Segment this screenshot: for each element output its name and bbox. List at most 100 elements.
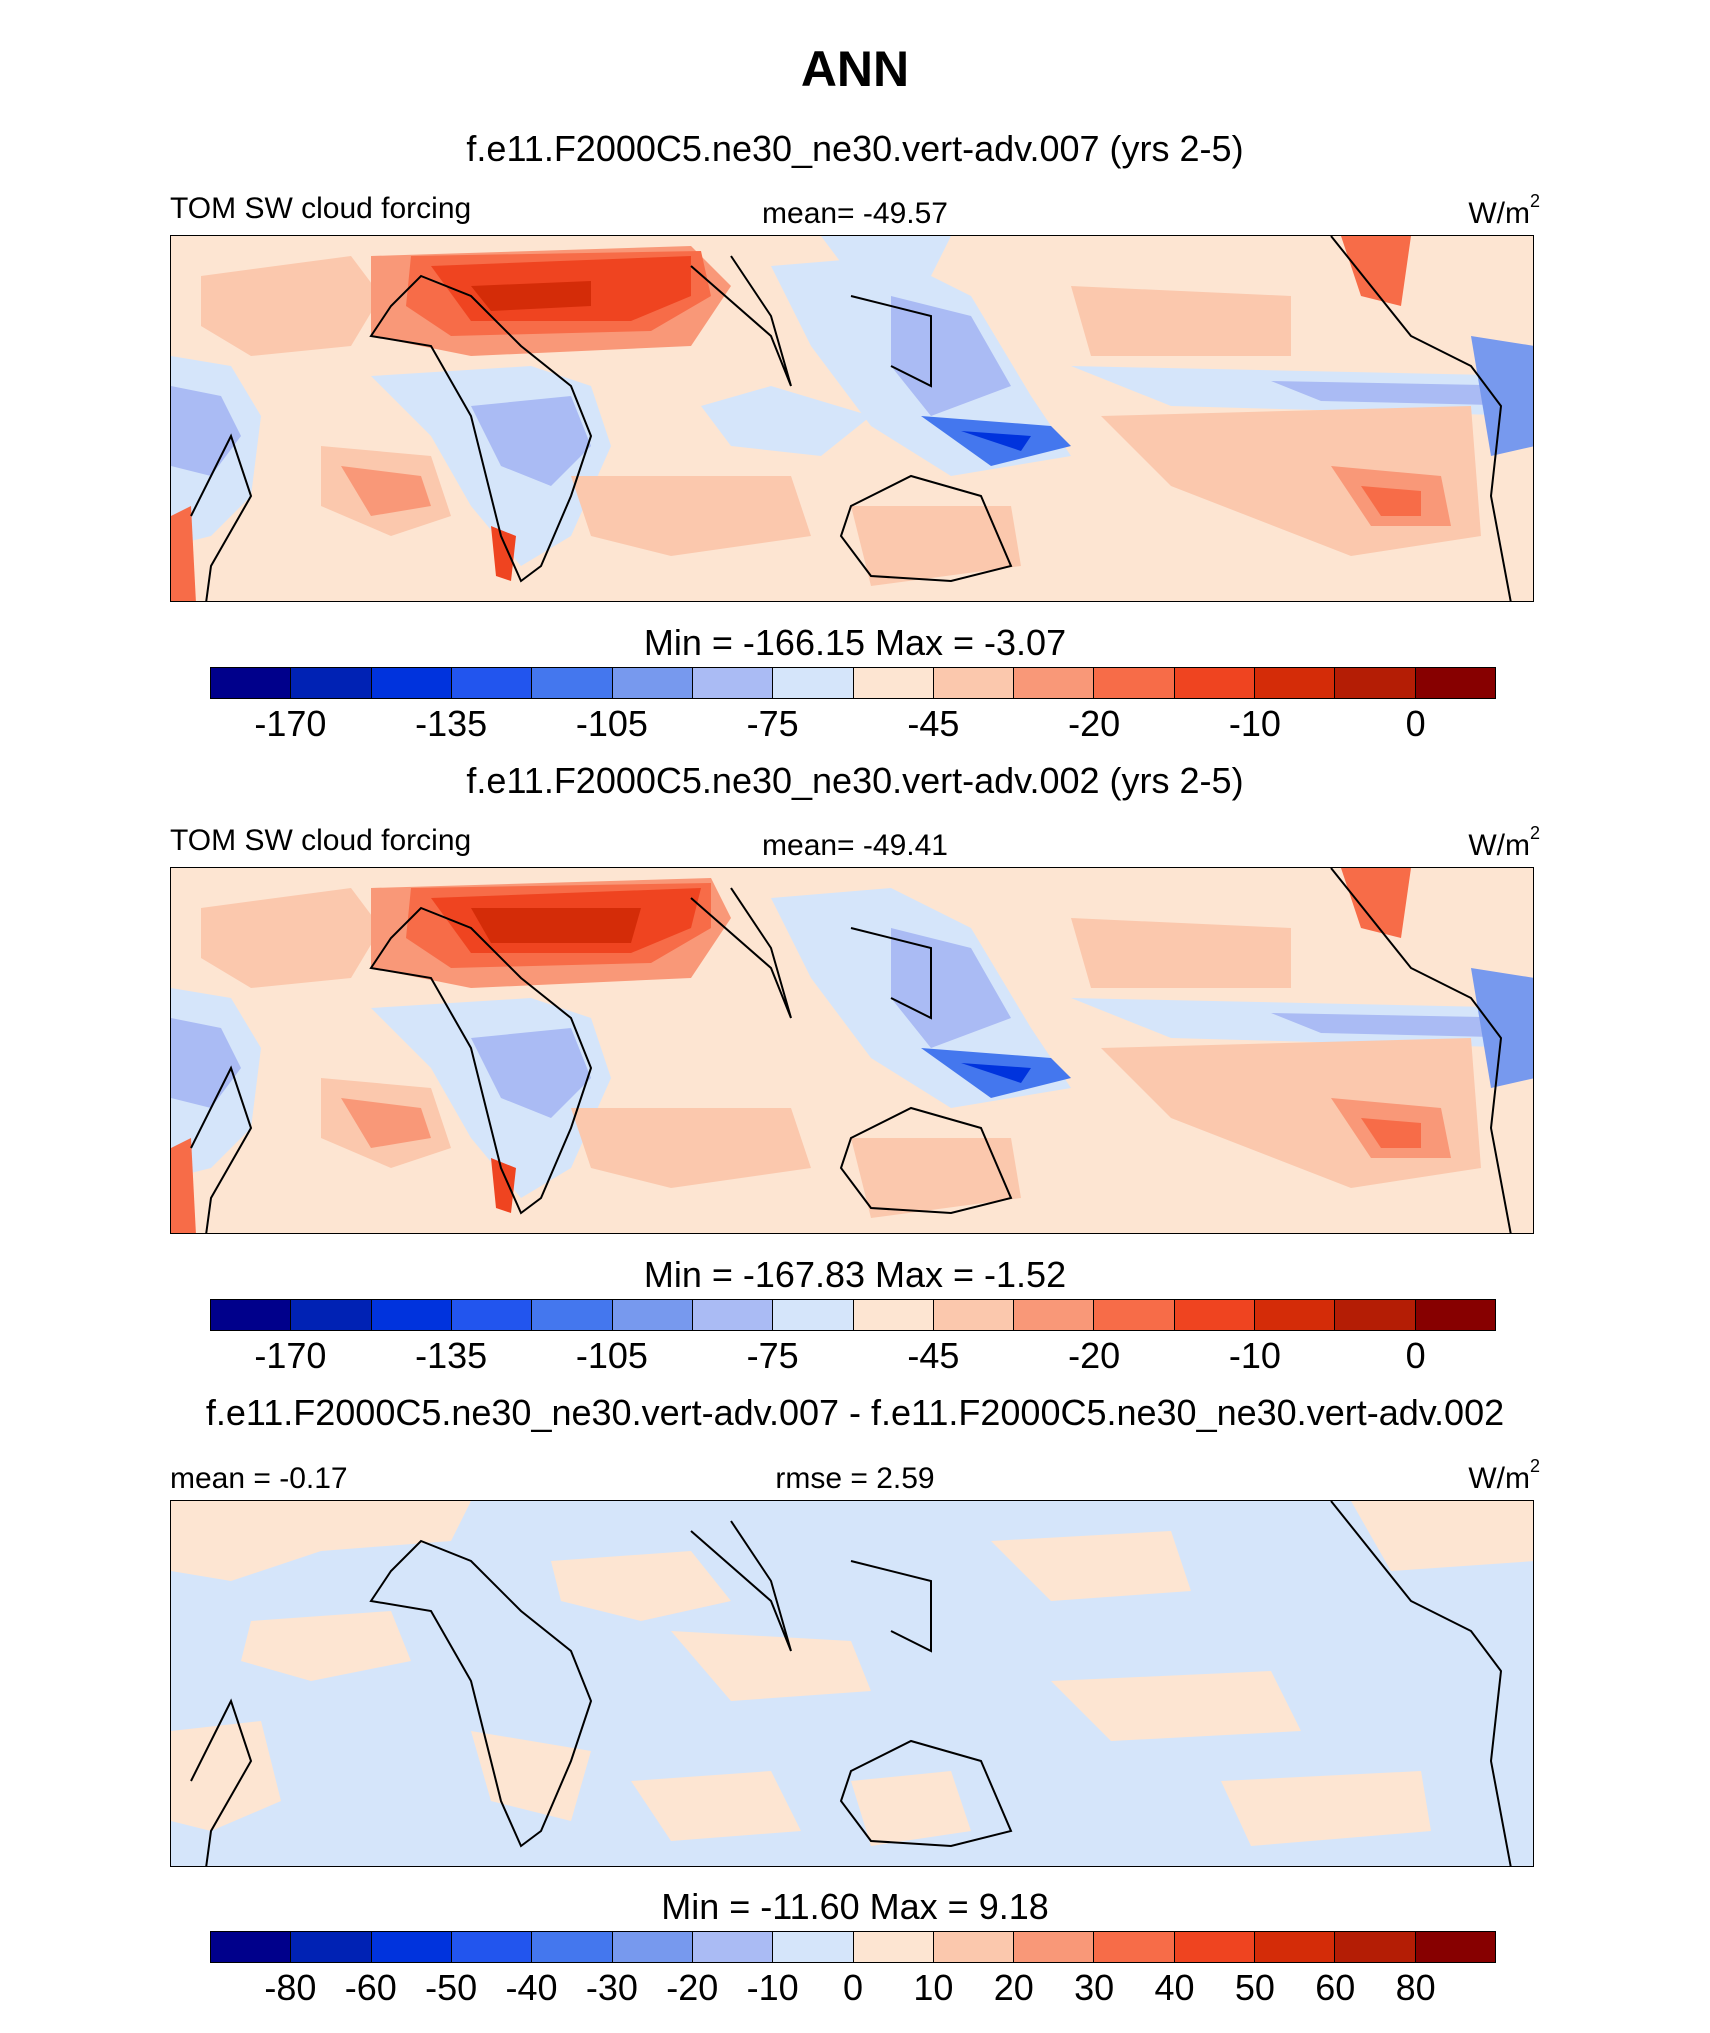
colorbar-swatch — [1415, 668, 1495, 698]
panel-3-colorbar — [210, 1931, 1496, 1963]
colorbar-swatch — [1174, 1300, 1256, 1330]
colorbar-swatch — [291, 1300, 372, 1330]
colorbar-swatch — [1014, 1932, 1095, 1962]
colorbar-swatch — [853, 668, 934, 698]
colorbar-swatch — [1335, 1300, 1416, 1330]
panel-2-mean-label: mean= -49.41 — [762, 829, 948, 862]
colorbar-tick-label: -30 — [585, 1967, 638, 2008]
colorbar-swatch — [1174, 668, 1256, 698]
colorbar-swatch — [532, 1300, 613, 1330]
panel-3-title: f.e11.F2000C5.ne30_ne30.vert-adv.007 - f… — [205, 1392, 1505, 1433]
colorbar-tick-label: 50 — [1234, 1967, 1275, 2008]
colorbar-swatch — [371, 1932, 452, 1962]
panel-2-units-label: W/m2 — [1468, 823, 1540, 862]
main-title: ANN — [800, 41, 910, 97]
colorbar-tick-label: -75 — [746, 1335, 799, 1376]
colorbar-swatch — [1335, 668, 1416, 698]
panel-2-title: f.e11.F2000C5.ne30_ne30.vert-adv.002 (yr… — [466, 760, 1244, 801]
colorbar-tick-label: 60 — [1315, 1967, 1356, 2008]
colorbar-swatch — [612, 1932, 693, 1962]
colorbar-tick-label: 30 — [1074, 1967, 1115, 2008]
colorbar-swatch — [1415, 1300, 1495, 1330]
panel-1-units-label: W/m2 — [1468, 191, 1540, 230]
colorbar-swatch — [1094, 1932, 1175, 1962]
panel-1-map — [170, 235, 1534, 602]
colorbar-tick-label: -20 — [1068, 1335, 1121, 1376]
colorbar-swatch — [1255, 1932, 1336, 1962]
colorbar-swatch — [451, 1300, 533, 1330]
colorbar-tick-label: 10 — [913, 1967, 954, 2008]
colorbar-swatch — [692, 668, 774, 698]
colorbar-swatch — [773, 668, 854, 698]
colorbar-tick-label: 0 — [1405, 1335, 1426, 1376]
colorbar-tick-label: -135 — [415, 1335, 488, 1376]
colorbar-swatch — [1174, 1932, 1256, 1962]
colorbar-swatch — [1014, 1300, 1095, 1330]
colorbar-tick-label: -170 — [254, 703, 327, 744]
colorbar-swatch — [211, 1932, 292, 1962]
panel-1-field-label: TOM SW cloud forcing — [170, 192, 472, 225]
colorbar-tick-label: -50 — [425, 1967, 478, 2008]
colorbar-swatch — [853, 1932, 934, 1962]
colorbar-swatch — [1415, 1932, 1495, 1962]
colorbar-swatch — [532, 1932, 613, 1962]
colorbar-tick-label: 20 — [993, 1967, 1034, 2008]
colorbar-swatch — [371, 1300, 452, 1330]
colorbar-swatch — [1255, 1300, 1336, 1330]
colorbar-swatch — [933, 668, 1015, 698]
colorbar-tick-label: 0 — [842, 1967, 864, 2008]
colorbar-tick-label: -40 — [505, 1967, 558, 2008]
colorbar-swatch — [692, 1300, 774, 1330]
colorbar-swatch — [1255, 668, 1336, 698]
panel-3-rmse-label: rmse = 2.59 — [775, 1462, 935, 1495]
colorbar-swatch — [612, 1300, 693, 1330]
colorbar-tick-label: -10 — [1228, 703, 1281, 744]
colorbar-tick-label: -45 — [907, 703, 960, 744]
panel-1-mean-label: mean= -49.57 — [762, 197, 948, 230]
colorbar-tick-label: -105 — [575, 1335, 648, 1376]
panel-2-minmax: Min = -167.83 Max = -1.52 — [643, 1254, 1067, 1295]
colorbar-swatch — [773, 1932, 854, 1962]
panel-3-map — [170, 1500, 1534, 1867]
colorbar-tick-label: 80 — [1395, 1967, 1436, 2008]
colorbar-tick-label: -10 — [746, 1967, 799, 2008]
panel-1-title: f.e11.F2000C5.ne30_ne30.vert-adv.007 (yr… — [466, 128, 1244, 169]
colorbar-swatch — [291, 668, 372, 698]
panel-2-colorbar — [210, 1299, 1496, 1331]
colorbar-tick-label: -20 — [666, 1967, 719, 2008]
panel-3-minmax: Min = -11.60 Max = 9.18 — [661, 1886, 1049, 1927]
colorbar-swatch — [1094, 1300, 1175, 1330]
colorbar-tick-label: -45 — [907, 1335, 960, 1376]
panel-2-map — [170, 867, 1534, 1234]
colorbar-swatch — [291, 1932, 372, 1962]
colorbar-tick-label: 40 — [1154, 1967, 1195, 2008]
colorbar-swatch — [853, 1300, 934, 1330]
colorbar-swatch — [1014, 668, 1095, 698]
colorbar-swatch — [211, 1300, 292, 1330]
colorbar-swatch — [612, 668, 693, 698]
colorbar-tick-label: 0 — [1405, 703, 1426, 744]
colorbar-tick-label: -170 — [254, 1335, 327, 1376]
colorbar-tick-label: -75 — [746, 703, 799, 744]
colorbar-swatch — [532, 668, 613, 698]
colorbar-swatch — [773, 1300, 854, 1330]
colorbar-tick-label: -60 — [344, 1967, 397, 2008]
colorbar-tick-label: -105 — [575, 703, 648, 744]
colorbar-swatch — [933, 1932, 1015, 1962]
colorbar-tick-label: -135 — [415, 703, 488, 744]
panel-1-minmax: Min = -166.15 Max = -3.07 — [643, 622, 1067, 663]
colorbar-swatch — [451, 668, 533, 698]
colorbar-swatch — [1094, 668, 1175, 698]
colorbar-tick-label: -80 — [264, 1967, 317, 2008]
colorbar-swatch — [451, 1932, 533, 1962]
colorbar-swatch — [692, 1932, 774, 1962]
colorbar-swatch — [1335, 1932, 1416, 1962]
panel-2-field-label: TOM SW cloud forcing — [170, 824, 472, 857]
colorbar-tick-label: -10 — [1228, 1335, 1281, 1376]
colorbar-swatch — [933, 1300, 1015, 1330]
colorbar-swatch — [211, 668, 292, 698]
colorbar-swatch — [371, 668, 452, 698]
panel-1-colorbar — [210, 667, 1496, 699]
colorbar-tick-label: -20 — [1068, 703, 1121, 744]
panel-3-mean-label: mean = -0.17 — [170, 1462, 348, 1495]
